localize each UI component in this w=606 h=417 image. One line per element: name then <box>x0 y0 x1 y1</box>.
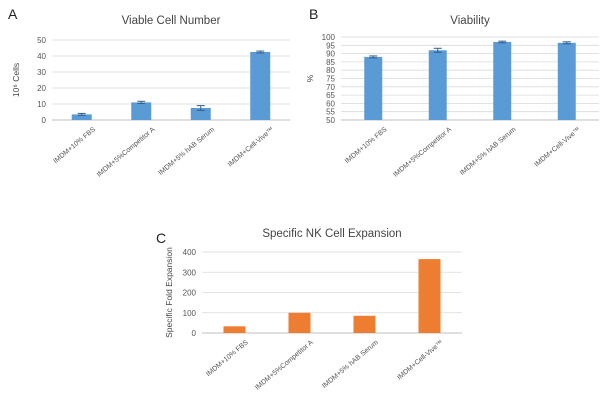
bar-b-3 <box>557 42 576 121</box>
bar-c-2 <box>353 315 376 333</box>
panel-letter-c: C <box>156 230 167 246</box>
category-label-c-2: IMDM+5% hAB Serum <box>321 339 380 390</box>
y-tick-label-b-3: 65 <box>326 91 335 100</box>
y-tick-label-c-1: 100 <box>183 309 197 318</box>
category-label-a-3: IMDM+Cell-Vive™ <box>227 126 276 168</box>
category-label-c-0: IMDM+10% FBS <box>205 339 250 378</box>
bar-a-0 <box>71 114 92 120</box>
y-axis-label-c: Specific Fold Expansion <box>164 247 174 338</box>
y-tick-label-a-1: 10 <box>37 100 46 109</box>
chart-title-b: Viability <box>450 15 490 27</box>
panel-letter-b: B <box>309 6 319 22</box>
y-tick-label-a-0: 0 <box>42 116 47 125</box>
category-label-a-2: IMDM+5% hAB Serum <box>157 126 216 177</box>
y-tick-label-c-0: 0 <box>192 329 197 338</box>
category-label-b-2: IMDM+5% hAB Serum <box>459 126 518 177</box>
y-tick-label-b-1: 55 <box>326 108 335 117</box>
bar-b-2 <box>493 41 512 121</box>
bar-c-3 <box>418 259 441 333</box>
category-label-c-1: IMDM+5%Competitor A <box>254 339 315 392</box>
panel-letter-a: A <box>8 6 18 22</box>
y-axis-label-b: % <box>305 74 315 82</box>
y-tick-label-b-8: 90 <box>326 50 335 59</box>
category-label-a-0: IMDM+10% FBS <box>52 126 97 165</box>
y-tick-label-b-5: 75 <box>326 75 335 84</box>
category-label-a-1: IMDM+5%Competitor A <box>96 126 157 179</box>
y-tick-label-b-10: 100 <box>322 33 336 42</box>
bar-b-1 <box>428 50 447 120</box>
chart-panel-a: A Viable Cell Number 0 10 20 30 40 50 10⁶ Cells… <box>0 0 300 210</box>
chart-panel-b: B Viability 50 55 60 65 70 75 80 85 90 95 100% IMDM+… <box>303 0 606 210</box>
y-tick-label-a-5: 50 <box>37 36 46 45</box>
y-axis-label-a: 10⁶ Cells <box>11 63 21 97</box>
chart-title-c: Specific NK Cell Expansion <box>262 228 401 240</box>
chart-title-a: Viable Cell Number <box>122 15 221 27</box>
bar-c-1 <box>288 312 311 333</box>
y-tick-label-c-3: 300 <box>183 268 197 277</box>
bar-a-1 <box>131 102 152 120</box>
y-tick-label-c-4: 400 <box>183 248 197 257</box>
y-tick-label-b-0: 50 <box>326 116 335 125</box>
y-tick-label-b-6: 80 <box>326 66 335 75</box>
bar-a-2 <box>190 108 211 120</box>
y-tick-label-b-9: 95 <box>326 41 335 50</box>
y-tick-label-a-2: 20 <box>37 84 46 93</box>
category-label-b-1: IMDM+5%Competitor A <box>392 126 453 179</box>
viable-cell-number-chart: Viable Cell Number 0 10 20 30 40 50 10⁶ Cells IM… <box>11 15 290 179</box>
y-tick-label-c-2: 200 <box>183 289 197 298</box>
y-tick-label-b-7: 85 <box>326 58 335 67</box>
category-label-c-3: IMDM+Cell-Vive™ <box>396 339 445 381</box>
y-tick-label-a-3: 30 <box>37 68 46 77</box>
bar-b-0 <box>364 56 383 120</box>
category-label-b-3: IMDM+Cell-Vive™ <box>533 126 582 168</box>
y-tick-label-a-4: 40 <box>37 52 46 61</box>
y-tick-label-b-2: 60 <box>326 99 335 108</box>
category-label-b-0: IMDM+10% FBS <box>344 126 389 165</box>
bar-c-0 <box>223 326 246 333</box>
bar-a-3 <box>250 52 271 120</box>
chart-panel-c: C Specific NK Cell Expansion 0 100 200 300 40… <box>150 222 470 417</box>
nk-cell-expansion-chart: Specific NK Cell Expansion 0 100 200 300 400 S… <box>164 228 462 392</box>
y-tick-label-b-4: 70 <box>326 83 335 92</box>
